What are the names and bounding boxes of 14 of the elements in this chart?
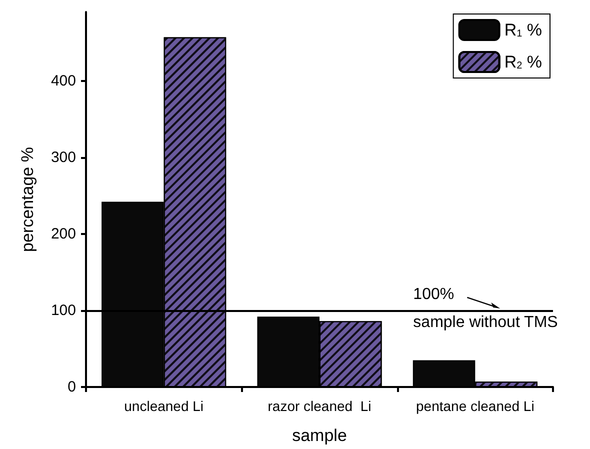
y-tick-label: 300 [50, 148, 76, 166]
annotation: sample without TMS [413, 314, 558, 331]
x-tick-label: pentane cleaned Li [416, 398, 534, 414]
y-tick-label: 200 [50, 225, 76, 242]
x-tick-label: uncleaned Li [124, 398, 204, 414]
y-axis-title: percentage % [18, 147, 37, 252]
legend-label: R2 % [504, 52, 542, 72]
y-tick-label: 0 [68, 378, 76, 396]
x-axis-title: sample [292, 426, 347, 445]
annotation: 100% [413, 286, 454, 303]
legend-label: R1 % [504, 20, 542, 40]
y-tick-label: 400 [50, 72, 76, 90]
y-tick-label: 100 [50, 302, 76, 319]
x-tick-label: razor cleaned Li [268, 398, 372, 414]
